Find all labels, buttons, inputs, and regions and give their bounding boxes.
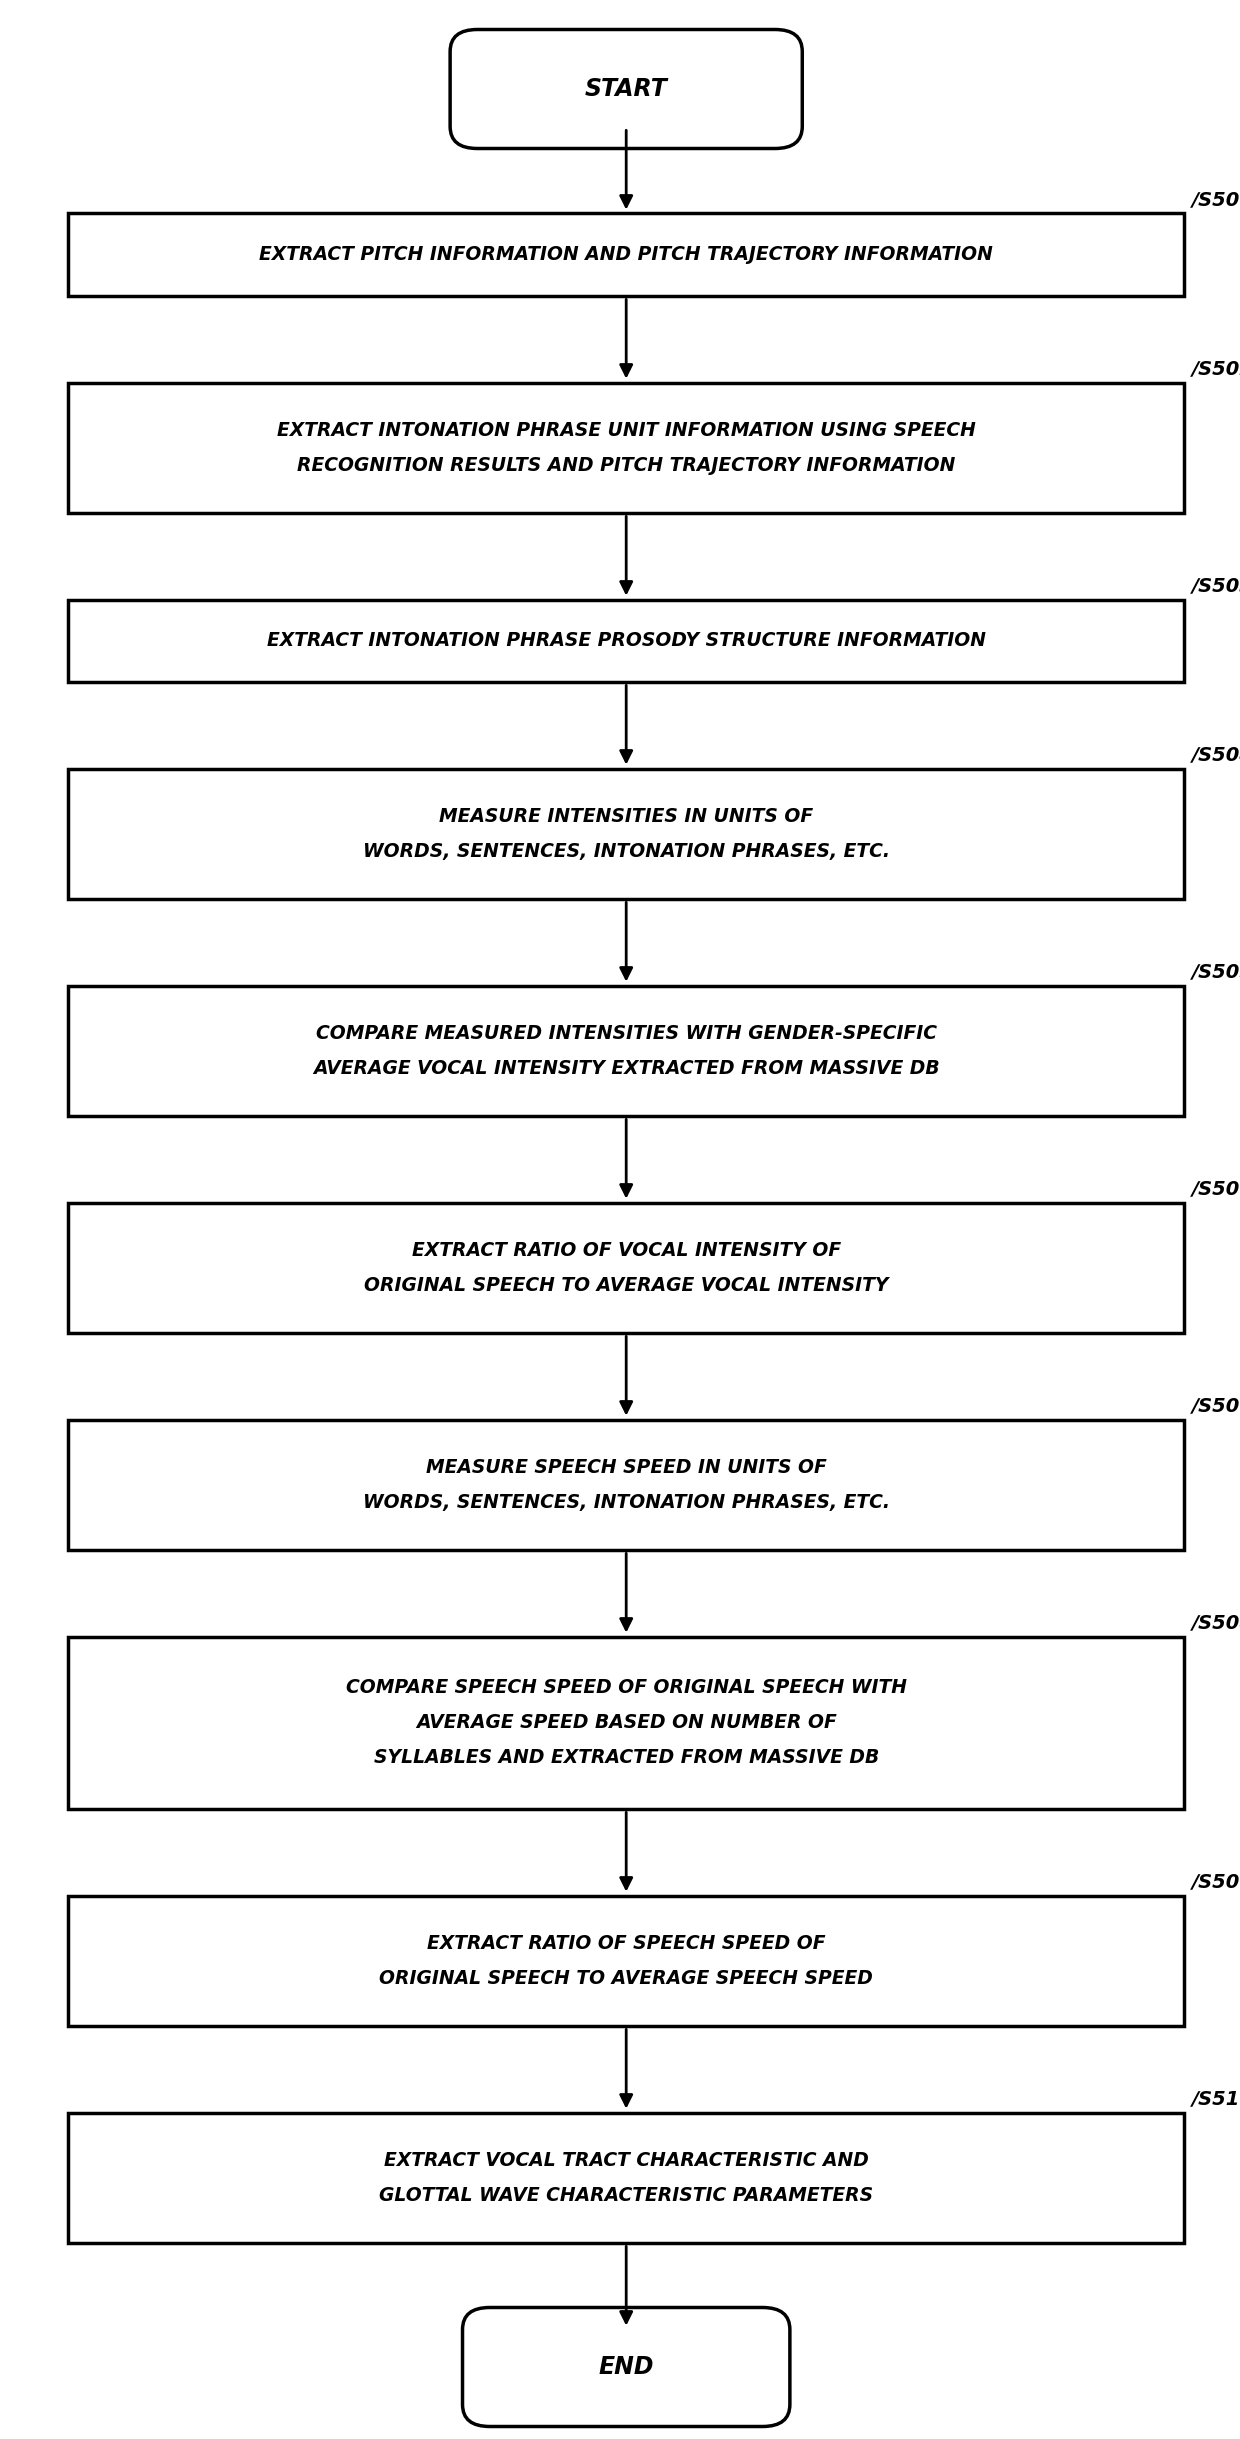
Text: GLOTTAL WAVE CHARACTERISTIC PARAMETERS: GLOTTAL WAVE CHARACTERISTIC PARAMETERS (379, 2185, 873, 2205)
Text: MEASURE SPEECH SPEED IN UNITS OF: MEASURE SPEECH SPEED IN UNITS OF (425, 1459, 827, 1476)
Bar (68, 1419, 1184, 1549)
Bar (68, 600, 1184, 680)
Bar (68, 2112, 1184, 2241)
Bar (68, 768, 1184, 898)
Text: ∕S505: ∕S505 (1192, 963, 1240, 980)
Text: ∕S510: ∕S510 (1192, 2090, 1240, 2107)
Text: EXTRACT RATIO OF VOCAL INTENSITY OF: EXTRACT RATIO OF VOCAL INTENSITY OF (412, 1241, 841, 1259)
Text: ∕S502: ∕S502 (1192, 359, 1240, 378)
Text: SYLLABLES AND EXTRACTED FROM MASSIVE DB: SYLLABLES AND EXTRACTED FROM MASSIVE DB (373, 1749, 879, 1766)
Text: ORIGINAL SPEECH TO AVERAGE SPEECH SPEED: ORIGINAL SPEECH TO AVERAGE SPEECH SPEED (379, 1968, 873, 1988)
Text: EXTRACT INTONATION PHRASE PROSODY STRUCTURE INFORMATION: EXTRACT INTONATION PHRASE PROSODY STRUCT… (267, 632, 986, 651)
Text: COMPARE SPEECH SPEED OF ORIGINAL SPEECH WITH: COMPARE SPEECH SPEED OF ORIGINAL SPEECH … (346, 1678, 906, 1698)
Bar (68, 1637, 1184, 1807)
Text: AVERAGE VOCAL INTENSITY EXTRACTED FROM MASSIVE DB: AVERAGE VOCAL INTENSITY EXTRACTED FROM M… (312, 1059, 940, 1078)
Text: EXTRACT PITCH INFORMATION AND PITCH TRAJECTORY INFORMATION: EXTRACT PITCH INFORMATION AND PITCH TRAJ… (259, 244, 993, 263)
Text: ∕S504: ∕S504 (1192, 746, 1240, 763)
Text: EXTRACT VOCAL TRACT CHARACTERISTIC AND: EXTRACT VOCAL TRACT CHARACTERISTIC AND (383, 2151, 869, 2171)
Text: MEASURE INTENSITIES IN UNITS OF: MEASURE INTENSITIES IN UNITS OF (439, 807, 813, 824)
Text: START: START (585, 78, 667, 100)
Bar (68, 985, 1184, 1115)
Text: COMPARE MEASURED INTENSITIES WITH GENDER-SPECIFIC: COMPARE MEASURED INTENSITIES WITH GENDER… (316, 1024, 936, 1041)
Text: WORDS, SENTENCES, INTONATION PHRASES, ETC.: WORDS, SENTENCES, INTONATION PHRASES, ET… (362, 1493, 889, 1512)
Text: ∕S507: ∕S507 (1192, 1398, 1240, 1415)
Text: ∕S508: ∕S508 (1192, 1615, 1240, 1632)
Bar (68, 215, 1184, 295)
FancyBboxPatch shape (463, 2307, 790, 2427)
Text: ∕S506: ∕S506 (1192, 1180, 1240, 1198)
Bar (68, 383, 1184, 512)
FancyBboxPatch shape (450, 29, 802, 149)
Text: ∕S501: ∕S501 (1192, 190, 1240, 210)
Bar (68, 1895, 1184, 2024)
Text: AVERAGE SPEED BASED ON NUMBER OF: AVERAGE SPEED BASED ON NUMBER OF (415, 1712, 837, 1732)
Text: ∕S509: ∕S509 (1192, 1873, 1240, 1893)
Text: ORIGINAL SPEECH TO AVERAGE VOCAL INTENSITY: ORIGINAL SPEECH TO AVERAGE VOCAL INTENSI… (365, 1276, 888, 1295)
Text: ∕S503: ∕S503 (1192, 576, 1240, 595)
Text: RECOGNITION RESULTS AND PITCH TRAJECTORY INFORMATION: RECOGNITION RESULTS AND PITCH TRAJECTORY… (298, 456, 955, 476)
Text: EXTRACT RATIO OF SPEECH SPEED OF: EXTRACT RATIO OF SPEECH SPEED OF (427, 1934, 826, 1954)
Text: EXTRACT INTONATION PHRASE UNIT INFORMATION USING SPEECH: EXTRACT INTONATION PHRASE UNIT INFORMATI… (277, 420, 976, 439)
Text: END: END (599, 2356, 653, 2378)
Text: WORDS, SENTENCES, INTONATION PHRASES, ETC.: WORDS, SENTENCES, INTONATION PHRASES, ET… (362, 841, 889, 861)
Bar (68, 1202, 1184, 1332)
